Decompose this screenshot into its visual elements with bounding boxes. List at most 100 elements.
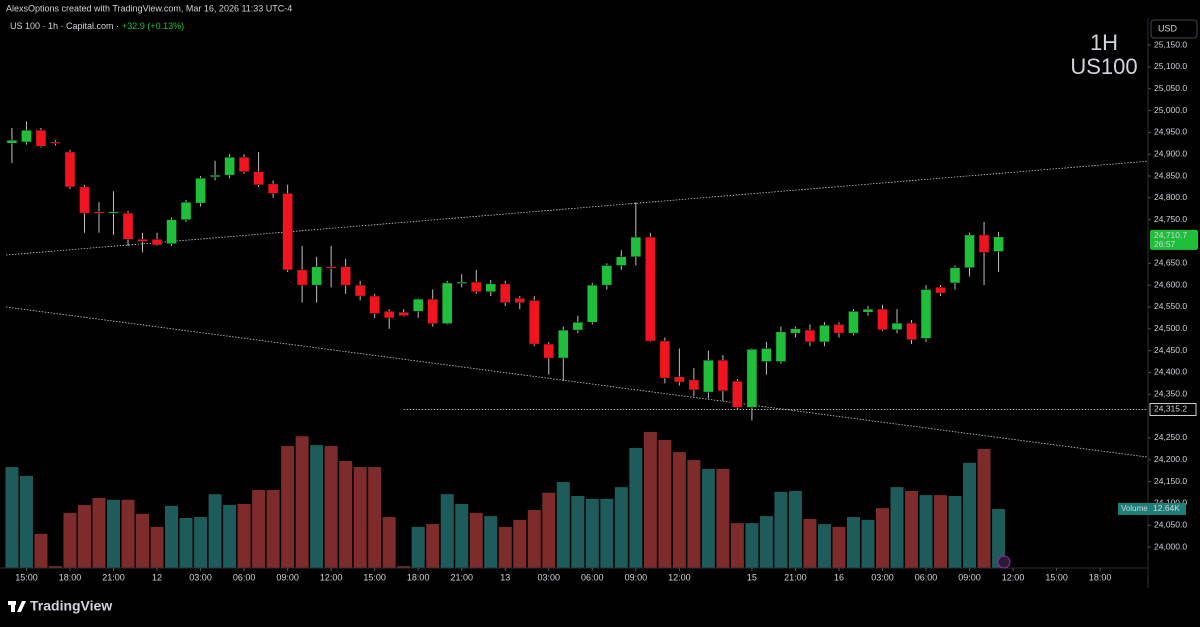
- volume-bar: [527, 510, 541, 568]
- x-tick-label: 15:00: [15, 572, 38, 582]
- y-tick-label: 25,000.0: [1154, 105, 1187, 115]
- volume-bar: [397, 566, 411, 568]
- volume-bar: [963, 462, 977, 568]
- candle-body: [470, 281, 482, 292]
- volume-value-box: [1150, 502, 1186, 515]
- volume-bar: [411, 526, 425, 568]
- volume-bar: [542, 492, 556, 568]
- x-tick-label: 12:00: [1002, 572, 1025, 582]
- volume-bar: [107, 499, 121, 568]
- candle-body: [819, 325, 830, 343]
- candle-body: [369, 295, 380, 314]
- candle-body: [543, 343, 555, 359]
- volume-bar: [556, 482, 570, 568]
- volume-bar: [136, 513, 150, 568]
- volume-bar: [992, 508, 1006, 568]
- candle-body: [587, 284, 598, 323]
- candle-body: [862, 308, 874, 313]
- y-tick-label: 24,450.0: [1154, 345, 1187, 355]
- volume-bar: [614, 487, 628, 568]
- volume-bar: [150, 526, 164, 568]
- volume-bar: [687, 460, 701, 568]
- candle-body: [804, 329, 816, 343]
- volume-bar: [977, 448, 991, 568]
- x-tick-label: 03:00: [538, 572, 561, 582]
- candle-body: [50, 141, 61, 144]
- candle-body: [688, 379, 700, 391]
- volume-bar: [92, 497, 106, 568]
- candle-body: [659, 340, 671, 379]
- volume-bar: [513, 519, 527, 568]
- footer-logo: TradingView: [8, 598, 112, 614]
- y-tick-label: 24,550.0: [1154, 301, 1187, 311]
- plot-area: [5, 121, 1149, 568]
- candle-body: [224, 156, 235, 176]
- candle-body: [427, 298, 438, 324]
- credit: AlexsOptions created with TradingView.co…: [6, 3, 292, 13]
- symbol: US 100 · 1h · Capital.com ·: [10, 21, 119, 31]
- candle-body: [79, 186, 90, 214]
- x-tick-label: 12: [152, 572, 162, 582]
- x-tick-label: 15: [747, 572, 757, 582]
- volume-bar: [310, 445, 324, 568]
- x-tick-label: 06:00: [581, 572, 604, 582]
- volume-bar: [5, 467, 19, 568]
- candle-body: [877, 308, 888, 330]
- volume-bar: [759, 516, 773, 568]
- volume-bar: [165, 505, 179, 568]
- candle-body: [441, 282, 453, 324]
- candle-body: [703, 359, 714, 393]
- x-tick-label: 06:00: [915, 572, 938, 582]
- x-tick-label: 03:00: [189, 572, 212, 582]
- volume-bar: [803, 518, 817, 568]
- candle-body: [558, 329, 569, 359]
- candle-body: [674, 376, 685, 383]
- candle-body: [209, 174, 221, 178]
- countdown: 26:57: [1154, 239, 1176, 249]
- candle-body: [572, 321, 584, 331]
- volume-bar: [77, 504, 91, 568]
- volume-bar: [774, 491, 788, 568]
- y-tick-label: 24,900.0: [1154, 148, 1187, 158]
- volume-bar: [890, 487, 904, 568]
- x-tick-label: 12:00: [320, 572, 343, 582]
- volume-bar: [571, 496, 585, 568]
- candle-body: [456, 281, 467, 284]
- volume-bar: [832, 526, 846, 568]
- candle-body: [500, 283, 511, 303]
- candle-body: [891, 322, 903, 330]
- candle-body: [253, 171, 264, 185]
- candle-body: [993, 236, 1004, 252]
- candle-body: [935, 287, 946, 294]
- candle-body: [630, 236, 642, 258]
- volume-bar: [324, 446, 338, 568]
- price-label: 24,710.7: [1154, 230, 1187, 240]
- candle-body: [485, 283, 496, 292]
- candle-body: [717, 359, 729, 392]
- candle-body: [354, 284, 366, 297]
- candle-body: [732, 380, 743, 408]
- candle-body: [412, 298, 424, 312]
- y-tick-label: 24,100.0: [1154, 498, 1187, 508]
- hline-label: 24,315.2: [1154, 404, 1187, 414]
- volume-bar: [455, 503, 469, 568]
- volume-bar: [266, 489, 280, 568]
- y-tick-label: 24,500.0: [1154, 323, 1187, 333]
- candle-body: [296, 269, 308, 286]
- hline-label-box: [1149, 403, 1197, 416]
- y-tick-label: 24,050.0: [1154, 519, 1187, 529]
- volume-bar: [34, 533, 48, 568]
- event-icon[interactable]: [997, 555, 1011, 569]
- volume-bar: [934, 495, 948, 568]
- volume-bar: [861, 519, 875, 568]
- candle-body: [166, 219, 177, 244]
- candle-body: [616, 256, 627, 266]
- y-tick-label: 24,750.0: [1154, 214, 1187, 224]
- candle-body: [848, 311, 859, 334]
- x-tick-label: 21:00: [450, 572, 473, 582]
- currency-box[interactable]: [1150, 19, 1198, 39]
- x-tick-label: 15:00: [363, 572, 386, 582]
- change: +32.9 (+0.13%): [122, 21, 184, 31]
- volume-bar: [281, 446, 295, 568]
- x-tick-label: 21:00: [784, 572, 807, 582]
